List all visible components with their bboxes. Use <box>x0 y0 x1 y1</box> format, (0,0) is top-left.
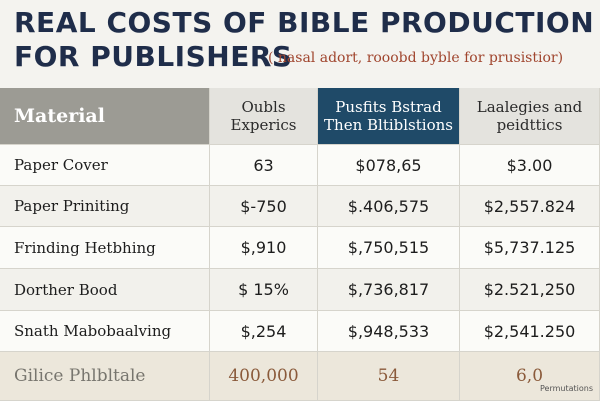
cell-text: Dorther Bood <box>14 280 118 299</box>
table-cell: $2,557.824 <box>460 186 600 227</box>
cell-text: 63 <box>253 155 274 175</box>
footer-cell: 400,000 <box>210 352 318 401</box>
cell-text: $,948,533 <box>347 321 430 341</box>
table-cell: $ 15% <box>210 269 318 311</box>
cell-text: $078,65 <box>355 155 422 175</box>
cell-text: Paper Cover <box>14 156 108 174</box>
cell-text: Laalegies and <box>476 98 583 116</box>
cell-text: $2,557.824 <box>483 196 576 216</box>
header-cell: Pusfits Bstrad Then Bltiblstions <box>318 88 460 145</box>
table-cell: $,254 <box>210 311 318 352</box>
title-line: FOR PUBLISHERS <box>14 40 293 73</box>
table-cell: $-750 <box>210 186 318 227</box>
cell-text: $3.00 <box>506 155 553 175</box>
cell-text: $,910 <box>240 238 287 257</box>
cell-text: Pusfits Bstrad <box>335 98 442 116</box>
table-cell: Paper Cover <box>0 145 210 186</box>
header-cell: Laalegies and peidttics <box>460 88 600 145</box>
table-cell: $2,541.250 <box>460 311 600 352</box>
cell-text: Material <box>14 105 105 127</box>
table-cell: $,750,515 <box>318 227 460 269</box>
cell-text: Frinding Hetbhing <box>14 238 156 257</box>
header-cell: Material <box>0 88 210 145</box>
footer-cell: Gilice Phlbltale <box>0 352 210 401</box>
cell-text: $5,737.125 <box>483 238 576 257</box>
table-cell: $.406,575 <box>318 186 460 227</box>
title-line: REAL COSTS OF BIBLE PRODUCTION <box>14 6 595 39</box>
cell-text: 6,0 <box>515 366 544 386</box>
cell-text: $2,541.250 <box>483 321 576 341</box>
cell-text: 400,000 <box>228 366 299 386</box>
table-cell: $2.521,250 <box>460 269 600 311</box>
cell-text: Snath Mabobaalving <box>14 322 172 340</box>
cell-text: $,750,515 <box>347 238 430 257</box>
cell-text: $,736,817 <box>347 280 430 299</box>
cell-text: 54 <box>377 366 400 386</box>
subtitle: ( nasal adort, rooobd byble for prusisti… <box>268 50 564 66</box>
table-cell: Paper Priniting <box>0 186 210 227</box>
table-cell: $5,737.125 <box>460 227 600 269</box>
table-cell: $,910 <box>210 227 318 269</box>
footer-note: Permutations <box>540 384 593 393</box>
cell-text: $-750 <box>240 196 287 216</box>
table-cell: $,736,817 <box>318 269 460 311</box>
table-cell: Snath Mabobaalving <box>0 311 210 352</box>
table-cell: $078,65 <box>318 145 460 186</box>
table-cell: 63 <box>210 145 318 186</box>
table-cell: Frinding Hetbhing <box>0 227 210 269</box>
cell-text: $,254 <box>240 321 287 341</box>
cell-text: Experics <box>230 116 297 134</box>
cell-text: Then Bltiblstions <box>324 116 453 134</box>
table-cell: Dorther Bood <box>0 269 210 311</box>
cell-text: Paper Priniting <box>14 197 130 215</box>
cell-text: peidttics <box>496 116 563 134</box>
cell-text: $.406,575 <box>347 196 430 216</box>
table-cell: $,948,533 <box>318 311 460 352</box>
table-cell: $3.00 <box>460 145 600 186</box>
cell-text: $ 15% <box>238 280 289 299</box>
header-cell: Oubls Experics <box>210 88 318 145</box>
cell-text: Gilice Phlbltale <box>14 366 146 386</box>
cell-text: Oubls <box>241 98 286 116</box>
cell-text: Permutations <box>540 384 594 393</box>
cell-text: $2.521,250 <box>483 280 576 299</box>
footer-cell: 54 <box>318 352 460 401</box>
footer-cell: 6,0 <box>460 352 600 401</box>
